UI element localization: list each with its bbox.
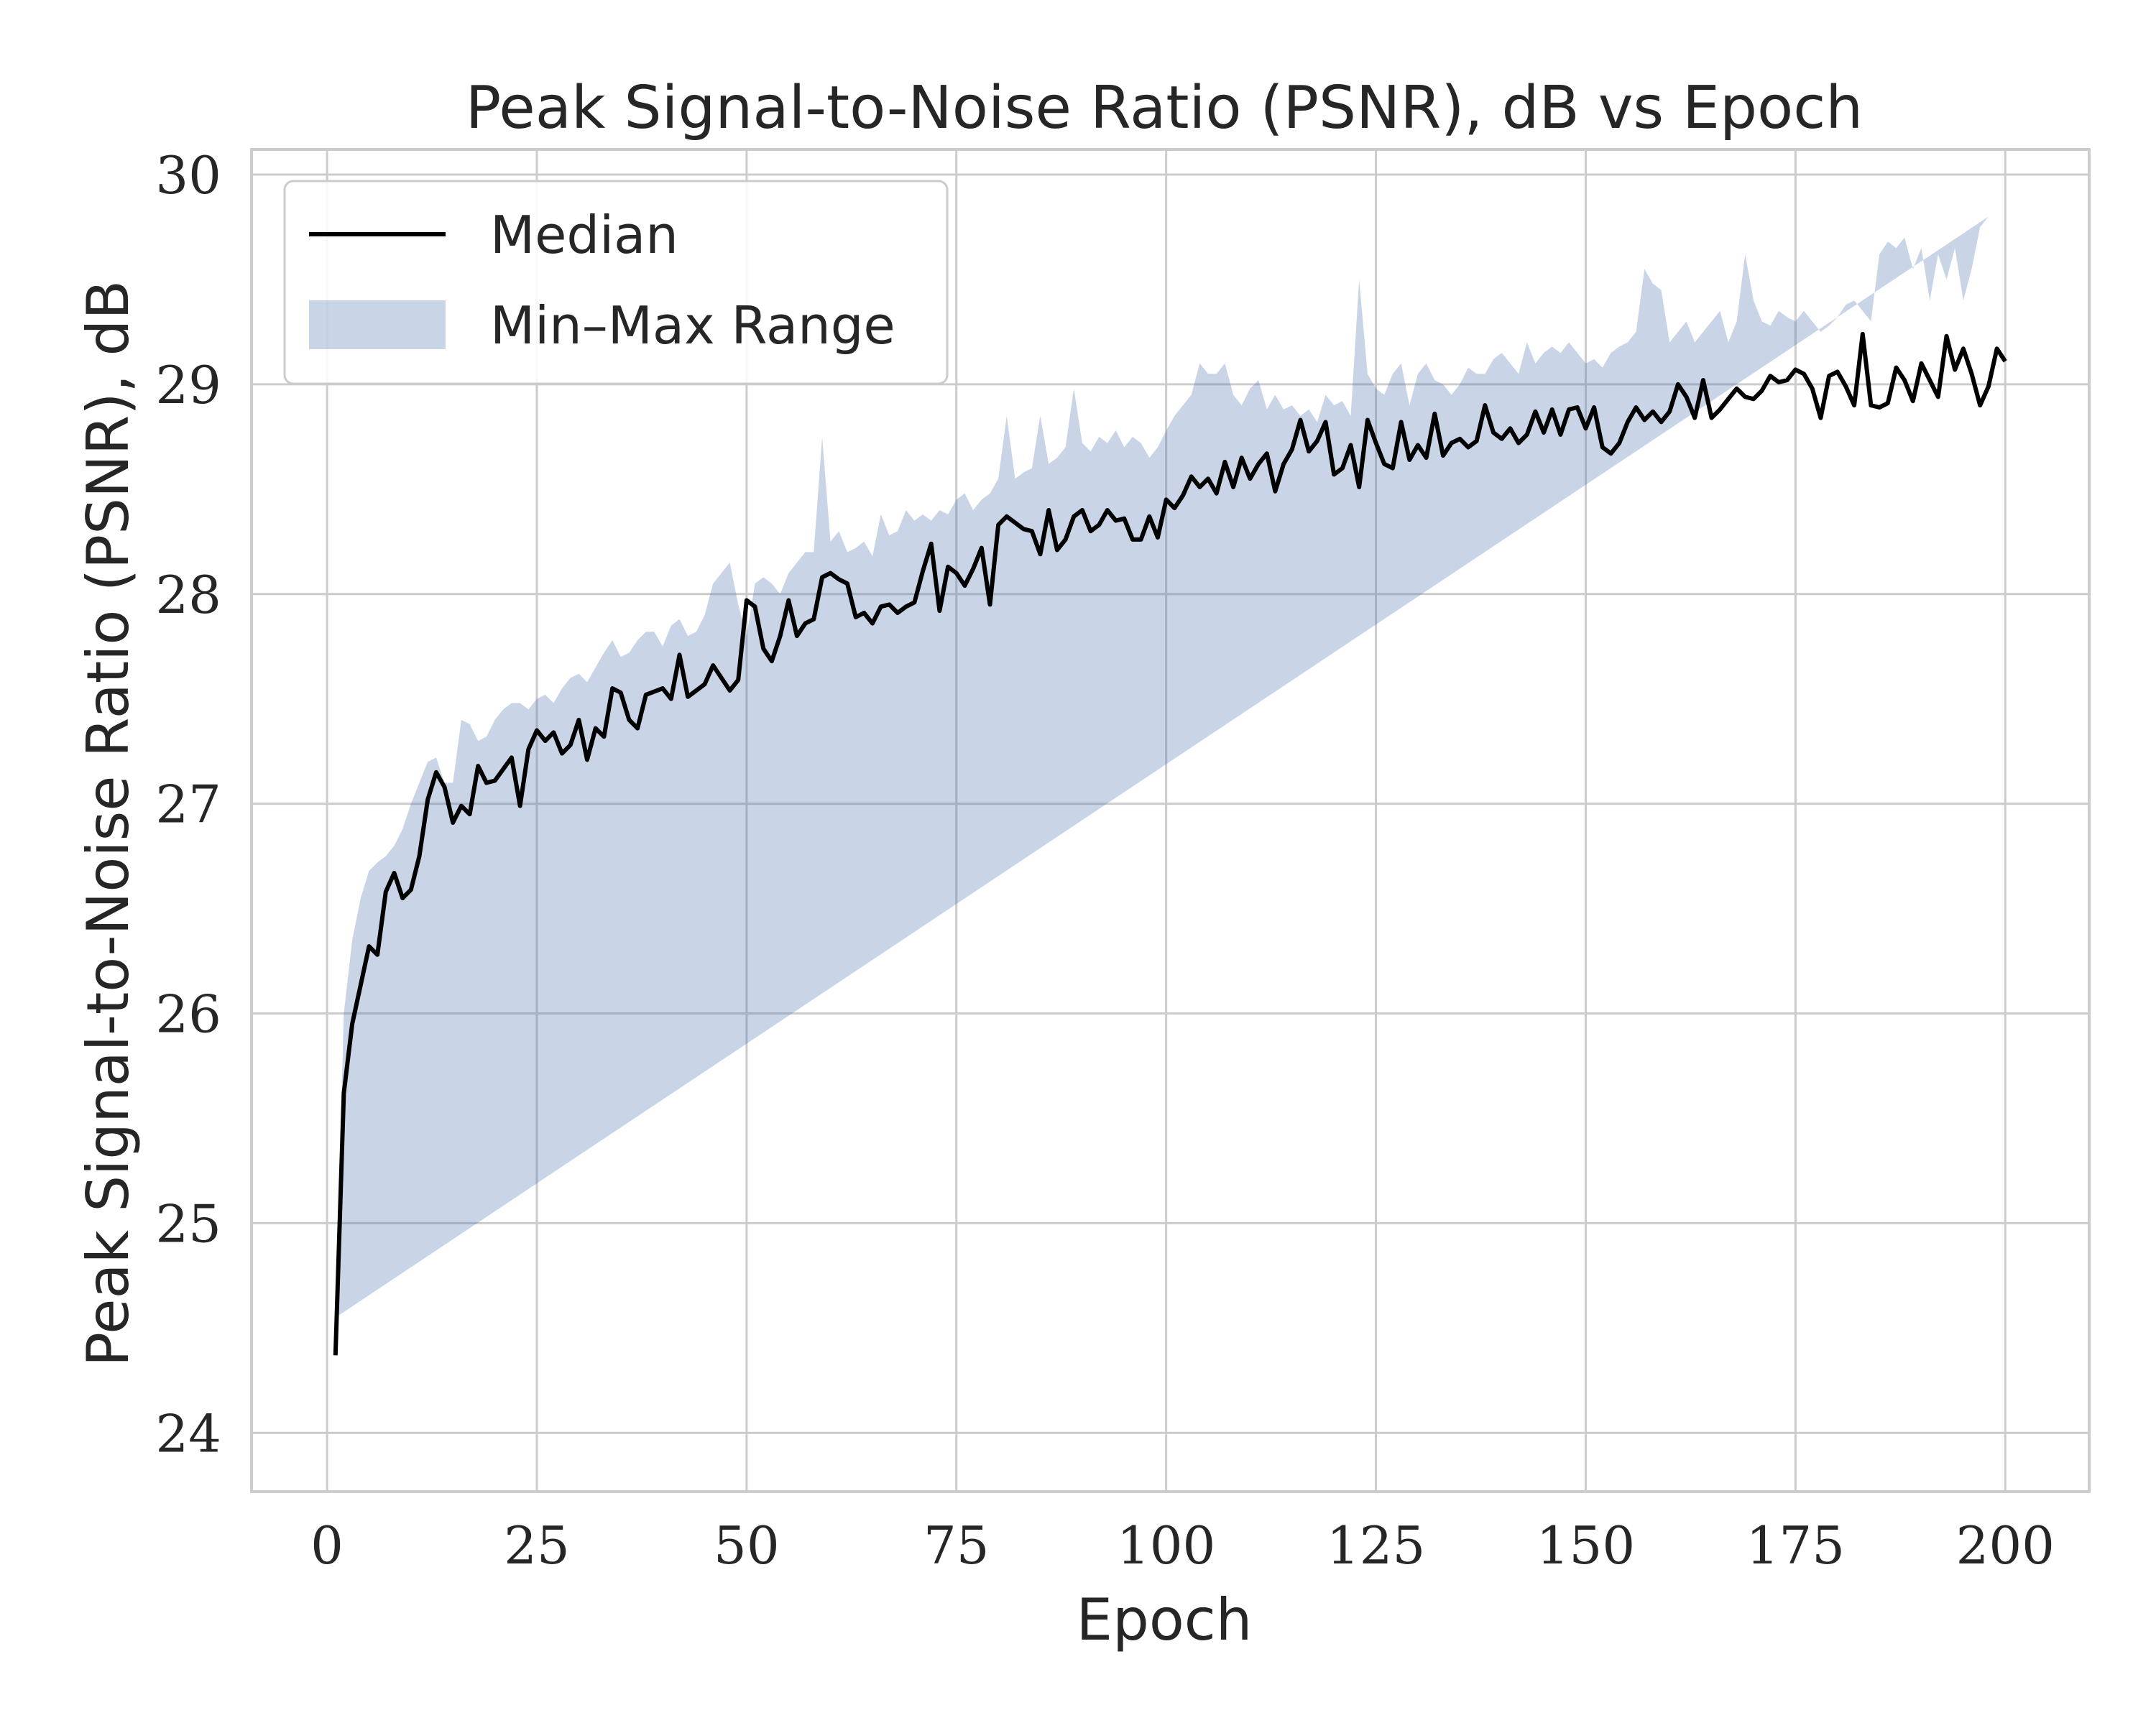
legend-box	[283, 180, 949, 385]
x-tick-label: 100	[1117, 1515, 1215, 1576]
x-tick-labels: 0 25 50 75 100 125 150 175 200	[310, 1515, 2055, 1576]
x-axis-label: Epoch	[1077, 1586, 1253, 1653]
y-tick-label: 29	[155, 355, 221, 415]
x-tick-label: 75	[923, 1515, 990, 1576]
y-gridlines	[252, 173, 2089, 1434]
y-axis-label: Peak Signal-to-Noise Ratio (PSNR), dB	[75, 280, 142, 1367]
x-tick-label: 125	[1327, 1515, 1425, 1576]
x-tick-label: 150	[1537, 1515, 1635, 1576]
legend: Median Min–Max Range	[283, 180, 949, 385]
legend-range-swatch	[309, 300, 446, 349]
legend-median-label: Median	[490, 205, 678, 265]
y-tick-label: 30	[155, 145, 221, 205]
x-tick-label: 0	[310, 1515, 344, 1576]
y-tick-label: 26	[155, 984, 221, 1045]
legend-range-label: Min–Max Range	[490, 295, 895, 356]
x-tick-label: 200	[1956, 1515, 2055, 1576]
x-tick-label: 50	[714, 1515, 780, 1576]
x-tick-label: 25	[504, 1515, 570, 1576]
y-tick-label: 25	[155, 1193, 221, 1254]
min-max-range-band	[335, 216, 1989, 1318]
y-tick-label: 28	[155, 565, 221, 625]
y-tick-labels: 24 25 26 27 28 29 30	[155, 145, 221, 1464]
y-tick-label: 27	[155, 775, 221, 835]
y-tick-label: 24	[155, 1403, 221, 1464]
chart-title: Peak Signal-to-Noise Ratio (PSNR), dB vs…	[466, 74, 1864, 142]
median-line	[333, 331, 2007, 1356]
plot-area-frame	[250, 148, 2091, 1493]
x-tick-label: 175	[1746, 1515, 1845, 1576]
